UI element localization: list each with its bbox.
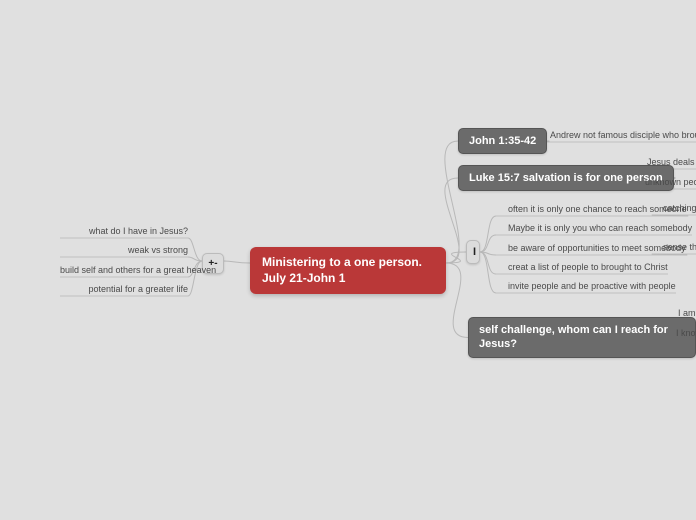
right-leaf-0-0[interactable]: Andrew not famous disciple who brought P… xyxy=(550,130,696,145)
right-main-1[interactable]: Luke 15:7 salvation is for one person xyxy=(458,165,674,191)
left-leaf-3[interactable]: potential for a greater life xyxy=(60,284,188,299)
right-leaf-1-0[interactable]: Jesus deals on ind xyxy=(647,157,696,172)
right-leaf-2-1[interactable]: Maybe it is only you who can reach someb… xyxy=(508,223,692,238)
right-leaf-3-0[interactable]: I am r xyxy=(678,308,696,323)
left-leaf-1[interactable]: weak vs strong xyxy=(60,245,188,260)
right-main-2[interactable]: I xyxy=(466,240,480,264)
right-leaf-3-1[interactable]: I know xyxy=(676,328,696,343)
right-leaf-2-3[interactable]: creat a list of people to brought to Chr… xyxy=(508,262,668,277)
right-leaf-2-0[interactable]: often it is only one chance to reach som… xyxy=(508,204,687,219)
right-sub-2-0-0[interactable]: catching a l xyxy=(663,203,696,218)
left-leaf-2[interactable]: build self and others for a great heaven xyxy=(60,265,188,280)
right-leaf-2-2[interactable]: be aware of opportunities to meet somebo… xyxy=(508,243,686,258)
right-sub-2-2-0[interactable]: sense the S xyxy=(663,242,696,257)
left-leaf-0[interactable]: what do I have in Jesus? xyxy=(60,226,188,241)
right-leaf-1-1[interactable]: unknown people w xyxy=(645,177,696,192)
root-node[interactable]: Ministering to a one person. July 21-Joh… xyxy=(250,247,446,294)
right-main-3[interactable]: self challenge, whom can I reach for Jes… xyxy=(468,317,696,358)
right-leaf-2-4[interactable]: invite people and be proactive with peop… xyxy=(508,281,676,296)
right-main-0[interactable]: John 1:35-42 xyxy=(458,128,547,154)
